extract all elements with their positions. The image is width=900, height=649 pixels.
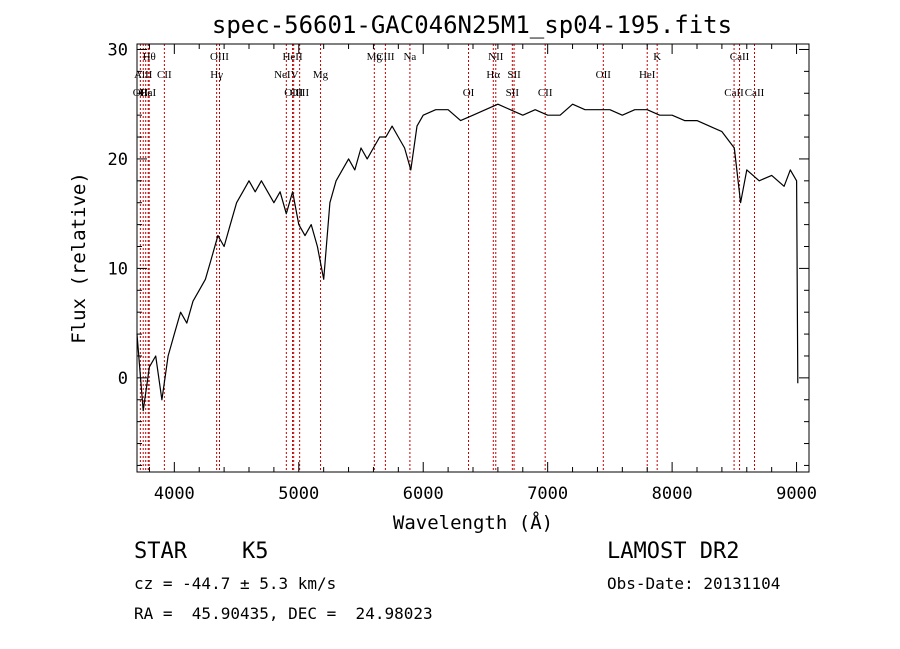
spectral-line-label: Hε — [139, 87, 152, 99]
spectral-line-label: Hθ — [143, 51, 156, 63]
spectral-line-label: CII — [157, 69, 172, 81]
spectral-line-label: HeI — [639, 69, 656, 81]
x-tick-label: 7000 — [527, 484, 568, 504]
spectral-line-label: OIII — [284, 87, 303, 99]
plot-frame — [136, 43, 810, 473]
spectral-line-label: OIII — [290, 87, 309, 99]
spectral-line-label: NII — [488, 51, 504, 63]
y-tick-label: 30 — [108, 40, 128, 60]
spectral-line-label: K — [653, 51, 661, 63]
spectral-line-label: Hα — [486, 69, 500, 81]
spectral-line-label: CaI — [140, 87, 156, 99]
x-tick-label: 4000 — [154, 484, 195, 504]
survey-name: LAMOST DR2 — [607, 539, 740, 564]
spectral-line-label: Mg — [313, 69, 329, 81]
spectrum-line — [136, 103, 799, 412]
spectral-line-label: OI — [463, 87, 475, 99]
spectral-line-label: CaII — [745, 87, 765, 99]
spectral-line-label: Na — [403, 51, 416, 63]
spectrum-series — [136, 103, 799, 412]
y-tick-label: 10 — [108, 259, 128, 279]
y-axis-label: Flux (relative) — [68, 172, 90, 344]
obs-date: Obs-Date: 20131104 — [607, 574, 781, 593]
object-class: STAR — [134, 539, 187, 564]
x-tick-label: 8000 — [652, 484, 693, 504]
spectral-line-label: AlII — [134, 69, 153, 81]
spectral-line-label: HeII — [282, 51, 302, 63]
object-subclass: K5 — [242, 539, 269, 564]
x-tick-label: 6000 — [403, 484, 444, 504]
x-axis-ticks: 4000 5000 6000 7000 8000 9000 — [148, 44, 817, 504]
redshift-line: cz = -44.7 ± 5.3 km/s — [134, 574, 337, 593]
spectral-line-label: OII — [596, 69, 612, 81]
spectral-line-label: CII — [538, 87, 553, 99]
spectral-line-label: Mg — [367, 51, 383, 63]
x-tick-label: 9000 — [776, 484, 817, 504]
x-tick-label: 5000 — [278, 484, 319, 504]
x-axis-label: Wavelength (Å) — [393, 511, 553, 534]
spectral-line-label: CaII — [730, 51, 750, 63]
y-axis-ticks: 0 10 20 30 — [108, 40, 809, 466]
spectral-line-label: CIII — [376, 51, 395, 63]
y-tick-label: 20 — [108, 150, 128, 170]
chart-title: spec-56601-GAC046N25M1_sp04-195.fits — [212, 11, 732, 39]
spectral-line-label: SII — [506, 87, 520, 99]
spectral-line-label: OIII — [210, 51, 229, 63]
spectral-line-label: NeIV — [274, 69, 298, 81]
y-tick-label: 0 — [118, 369, 128, 389]
spectral-line-label: Hγ — [210, 69, 223, 81]
spectral-line-label: SII — [507, 69, 521, 81]
spectral-line-label: CaII — [724, 87, 744, 99]
coordinates: RA = 45.90435, DEC = 24.98023 — [134, 604, 433, 623]
spectral-line-markers — [139, 44, 755, 472]
